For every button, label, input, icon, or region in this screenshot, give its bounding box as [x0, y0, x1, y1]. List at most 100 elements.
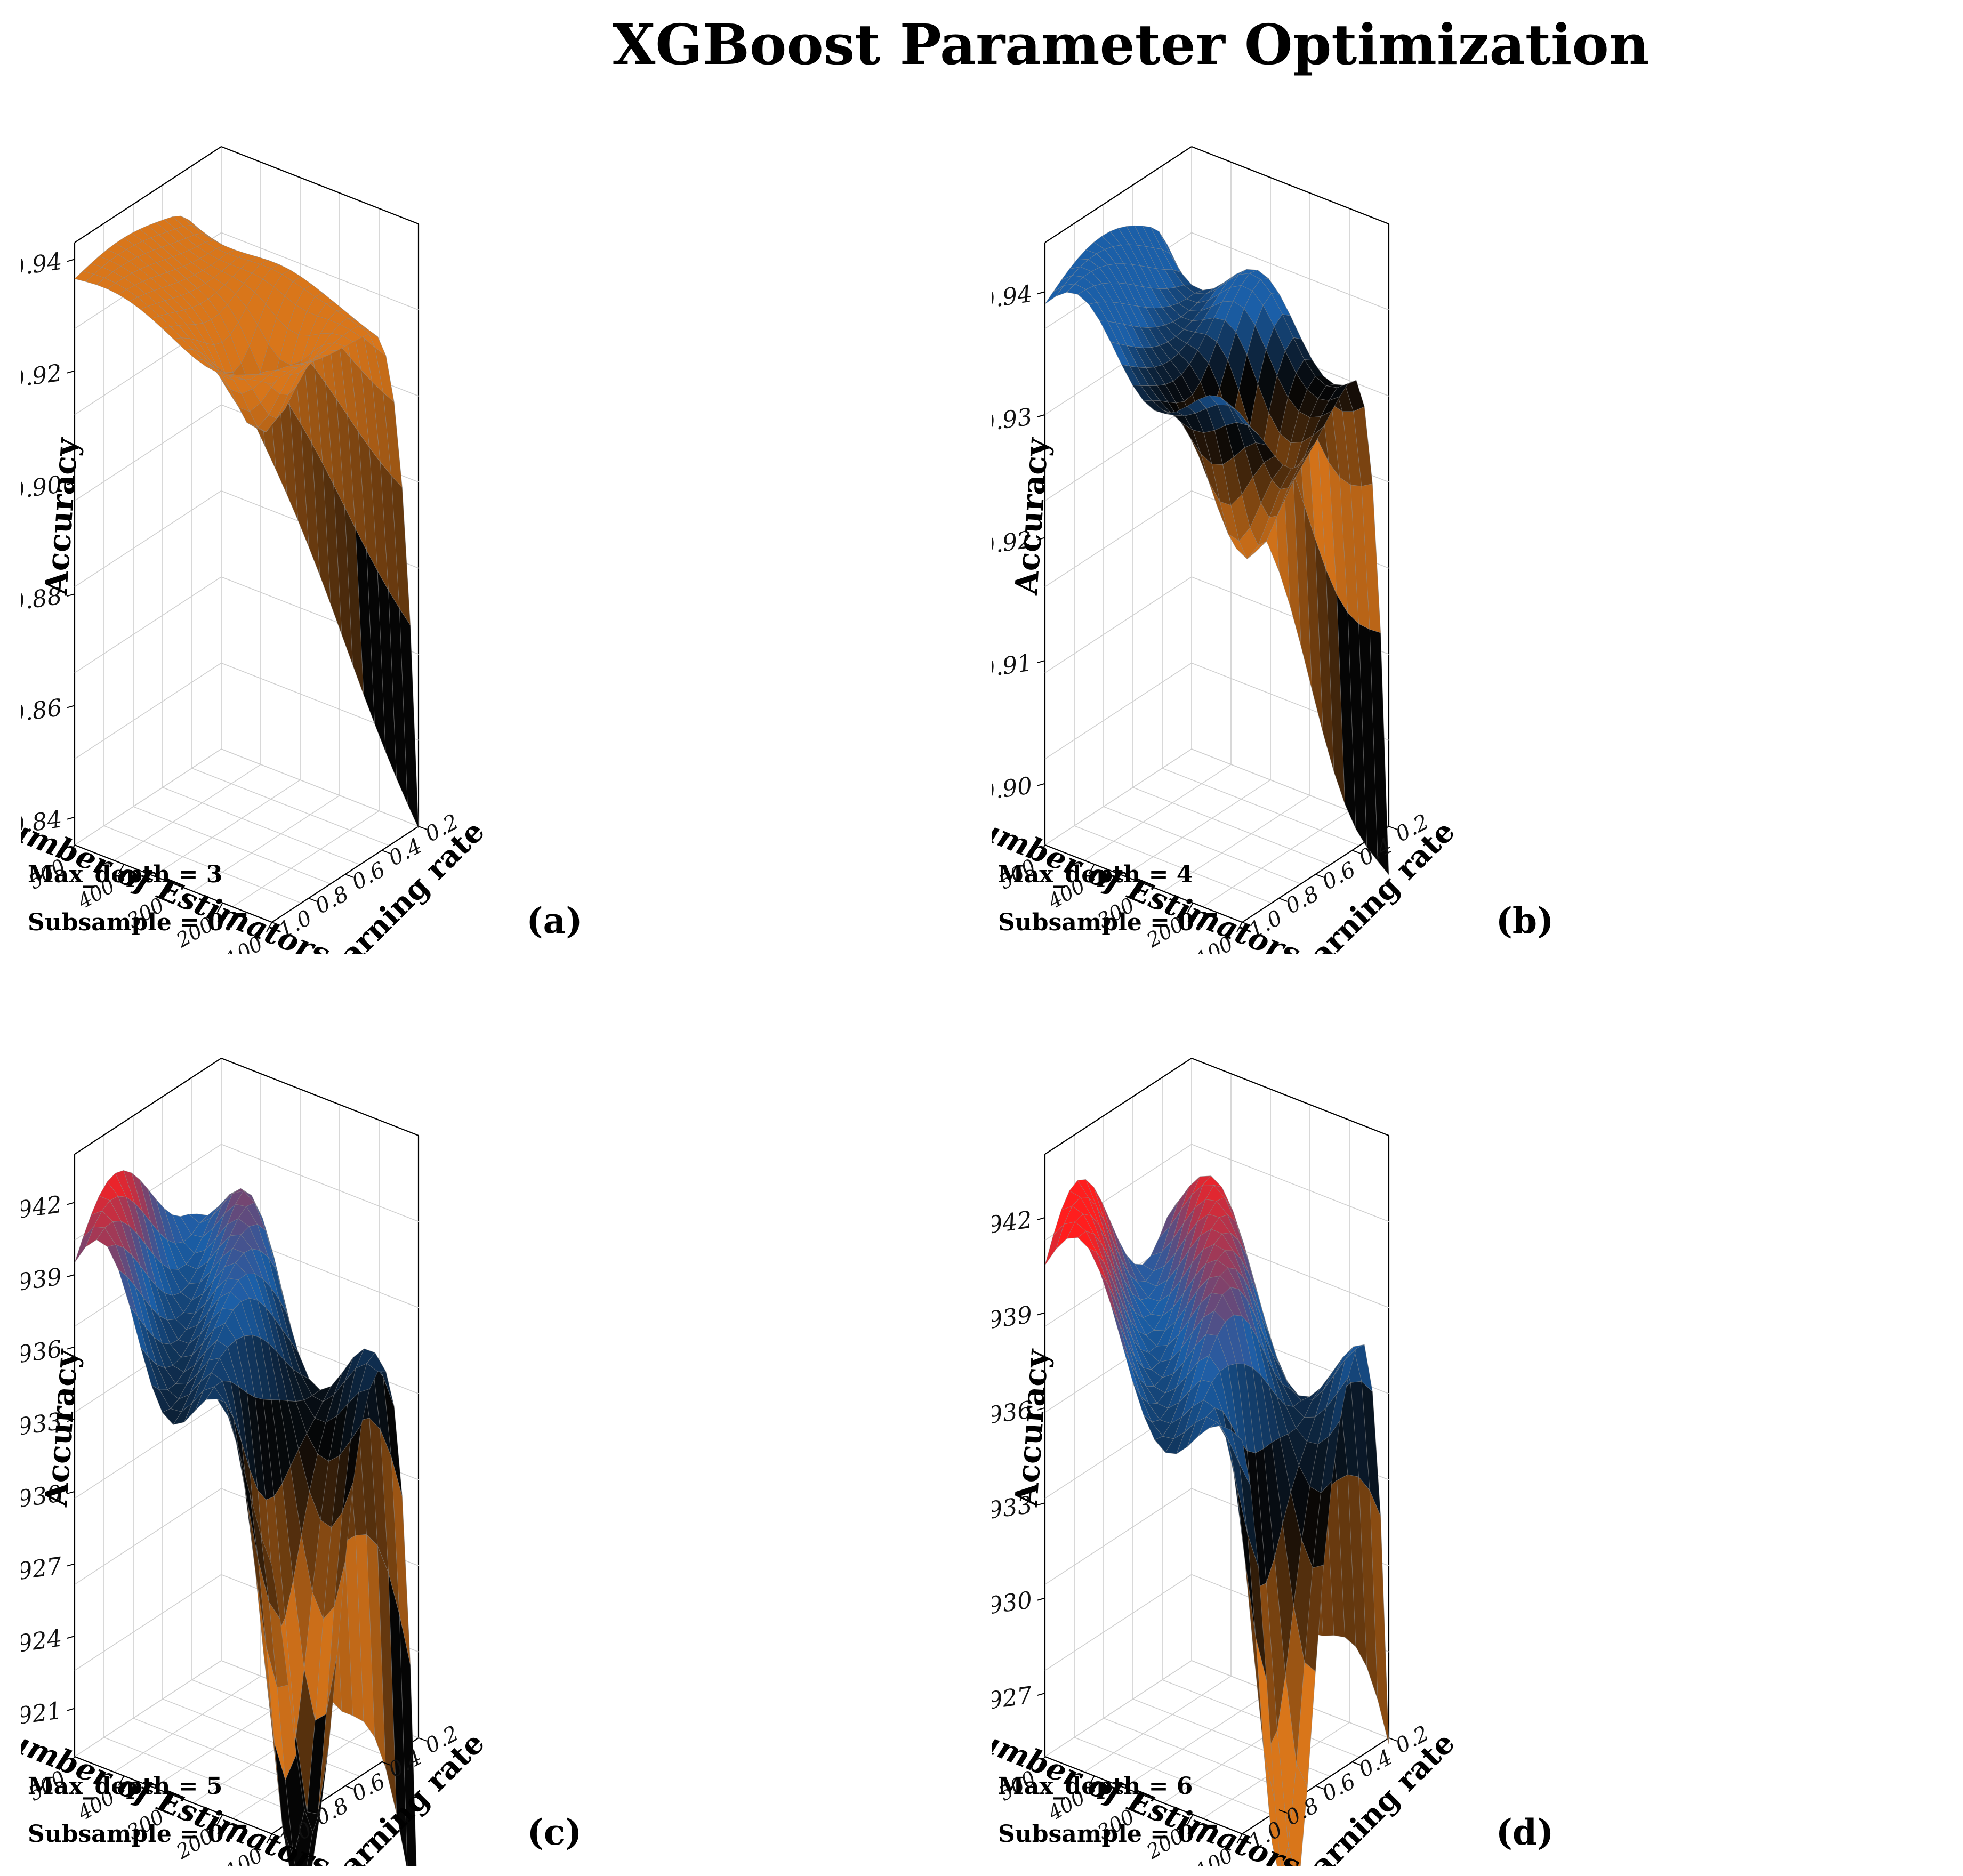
z-tick — [67, 1346, 75, 1350]
y-tick — [1242, 922, 1251, 926]
y-tick — [271, 1833, 281, 1838]
surface-a — [74, 215, 419, 828]
z-tick-label: 0.86 — [21, 694, 64, 728]
z-tick — [1037, 783, 1045, 786]
z-tick — [67, 481, 75, 485]
annotation-subsample: Subsample = 0.7 — [28, 909, 248, 936]
z-tick — [1037, 660, 1045, 664]
x-tick — [1236, 1833, 1243, 1844]
x-tick — [216, 1814, 223, 1825]
y-tick — [1315, 1785, 1324, 1790]
y-tick-label: 0.8 — [311, 881, 353, 919]
annotation-subsample: Subsample = 0.7 — [998, 909, 1219, 936]
x-tick — [118, 1775, 125, 1786]
x-tick — [1187, 1814, 1194, 1825]
x-tick — [216, 903, 223, 913]
y-tick — [1388, 826, 1398, 830]
x-tick — [167, 883, 174, 893]
annotation-max-depth: Max_depth = 3 — [28, 861, 222, 888]
x-tick — [1088, 864, 1095, 874]
y-tick-label: 0.6 — [1318, 857, 1360, 895]
z-tick — [67, 593, 75, 597]
x-tick — [1088, 1775, 1095, 1786]
y-tick — [381, 1761, 391, 1766]
x-tick — [266, 922, 272, 932]
surface-cell — [261, 1535, 280, 1619]
x-tick — [118, 864, 125, 874]
y-tick-label: 0.6 — [348, 857, 390, 895]
y-tick — [345, 874, 354, 878]
y-tick — [1315, 874, 1324, 878]
z-tick — [1037, 291, 1045, 295]
annotation-max-depth: Max_depth = 4 — [998, 861, 1193, 888]
z-tick — [67, 1563, 75, 1567]
surface-cell — [1044, 285, 1065, 304]
z-tick — [67, 1419, 75, 1422]
z-tick-label: 0.90 — [992, 772, 1034, 806]
panel-label: (a) — [526, 900, 582, 941]
surface-cell — [74, 1226, 94, 1263]
z-tick — [67, 1202, 75, 1205]
surface-cell — [1283, 1845, 1295, 1866]
y-tick — [418, 826, 428, 830]
z-tick — [1037, 1693, 1045, 1696]
z-tick — [1037, 537, 1045, 541]
surface-cell — [1288, 1763, 1308, 1866]
surface-cell — [260, 375, 281, 384]
y-tick — [1278, 1809, 1288, 1814]
x-tick — [1138, 883, 1144, 893]
z-tick — [67, 816, 75, 820]
y-tick — [1351, 1761, 1361, 1766]
z-tick — [1037, 1217, 1045, 1220]
z-tick-label: 0.93 — [992, 403, 1034, 437]
y-tick — [1388, 1737, 1398, 1742]
z-tick — [1037, 1597, 1045, 1601]
z-tick-label: 0.924 — [21, 1624, 64, 1661]
x-tick — [1236, 922, 1243, 932]
surface-b — [1044, 225, 1389, 876]
panel-label: (d) — [1496, 1811, 1554, 1853]
y-tick — [308, 898, 318, 902]
z-tick — [67, 370, 75, 374]
y-tick — [271, 922, 281, 926]
y-tick-label: 0.6 — [1318, 1769, 1360, 1806]
z-tick — [1037, 414, 1045, 417]
annotation-max-depth: Max_depth = 6 — [998, 1773, 1193, 1800]
z-tick-label: 0.927 — [992, 1681, 1034, 1718]
y-tick — [381, 850, 391, 854]
z-tick — [1037, 1407, 1045, 1411]
z-axis-title: Accuracy — [38, 1347, 85, 1508]
y-tick — [1351, 850, 1361, 854]
panel-label: (b) — [1496, 900, 1554, 941]
y-tick — [1242, 1833, 1251, 1838]
z-tick — [67, 705, 75, 708]
z-tick-label: 0.939 — [992, 1301, 1034, 1338]
x-tick — [167, 1795, 174, 1805]
x-tick — [1039, 844, 1045, 855]
z-tick — [1037, 1312, 1045, 1316]
surface-cell — [1231, 405, 1251, 427]
y-tick-label: 0.6 — [348, 1769, 390, 1806]
z-tick-label: 0.942 — [992, 1206, 1034, 1242]
z-axis-title: Accuracy — [1008, 1347, 1056, 1508]
z-tick-label: 0.927 — [21, 1552, 64, 1589]
annotation-max-depth: Max_depth = 5 — [28, 1773, 222, 1800]
z-tick-label: 0.942 — [21, 1191, 64, 1227]
panel-label: (c) — [527, 1811, 582, 1853]
z-tick — [1037, 1502, 1045, 1506]
x-tick — [69, 844, 75, 855]
z-tick — [67, 259, 75, 262]
y-tick-label: 0.8 — [1282, 881, 1323, 919]
z-tick-label: 0.930 — [992, 1587, 1034, 1623]
z-tick-label: 0.91 — [992, 649, 1034, 683]
figure-title: XGBoost Parameter Optimization — [612, 12, 1650, 77]
surface-cell — [1044, 1224, 1065, 1266]
x-tick — [1039, 1756, 1045, 1767]
annotation-subsample: Subsample = 0.7 — [998, 1821, 1219, 1848]
y-tick — [1278, 898, 1288, 902]
z-tick-label: 0.94 — [21, 248, 64, 282]
x-tick — [69, 1756, 75, 1767]
x-tick — [1187, 903, 1194, 913]
